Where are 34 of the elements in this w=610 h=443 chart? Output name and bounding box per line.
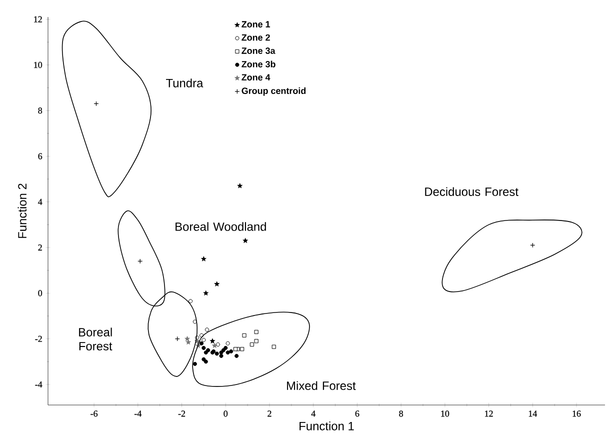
y-tick-label: 12 (34, 16, 42, 22)
x-tick-label: 12 (485, 410, 493, 417)
annotation: Boreal Forest (79, 328, 112, 350)
y-tick-label: 6 (38, 153, 42, 160)
legend-label: Zone 4 (242, 74, 270, 81)
x-tick-label: 4 (311, 410, 316, 417)
x-tick-label: -6 (90, 410, 98, 417)
y-tick-label: -4 (35, 382, 42, 388)
y-tick-label: 8 (38, 108, 42, 114)
legend-label: Group centroid (242, 87, 306, 96)
x-axis-title: Function 1 (300, 422, 354, 430)
legend-label: Zone 3a (242, 48, 276, 54)
y-tick-label: 4 (38, 198, 42, 205)
y-tick-label: 0 (38, 290, 42, 296)
x-tick-label: 6 (355, 410, 360, 417)
annotation: Boreal Woodland (176, 222, 266, 231)
x-tick-label: 16 (572, 410, 581, 417)
annotation: Deciduous Forest (425, 187, 518, 196)
y-tick-label: 2 (38, 244, 42, 250)
annotation: Tundra (166, 78, 204, 88)
y-axis-title: Function 2 (18, 184, 27, 238)
x-tick-label: 8 (399, 410, 403, 417)
legend-label: Zone 3b (242, 60, 276, 68)
annotation: Mixed Forest (287, 381, 356, 390)
x-tick-label: 2 (268, 410, 272, 417)
legend-label: Zone 1 (242, 21, 270, 28)
y-tick-label: 10 (34, 62, 42, 68)
x-tick-label: -2 (178, 410, 186, 417)
x-tick-label: -4 (134, 410, 142, 417)
x-tick-label: 0 (224, 410, 228, 417)
y-tick-label: -2 (35, 336, 42, 342)
legend-label: Zone 2 (242, 34, 270, 41)
x-tick-label: 10 (441, 410, 450, 417)
x-tick-label: 14 (528, 410, 537, 417)
